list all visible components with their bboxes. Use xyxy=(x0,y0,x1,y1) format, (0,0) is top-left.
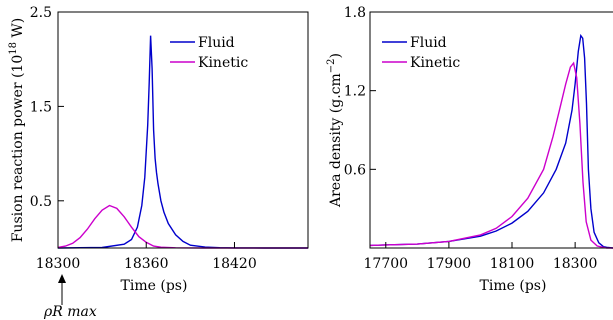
left-ticks: 18300 18360 18420 0.5 1.5 2.5 xyxy=(30,5,257,272)
right-x-tick-label: 18100 xyxy=(490,256,535,272)
right-x-tick-label: 17700 xyxy=(364,256,409,272)
left-plot-frame xyxy=(57,11,309,249)
left-series-fluid-line xyxy=(57,35,308,249)
right-y-axis-label: Area density (g.cm−2) xyxy=(326,53,344,208)
left-chart: 18300 18360 18420 0.5 1.5 2.5 Time (ps) Fusio… xyxy=(8,5,309,320)
right-x-axis-label: Time (ps) xyxy=(480,278,547,294)
legend-label-fluid: Fluid xyxy=(198,35,235,51)
left-x-tick-label: 18360 xyxy=(124,256,169,272)
right-y-tick-label: 1.2 xyxy=(344,84,366,100)
legend-label-fluid: Fluid xyxy=(410,35,447,51)
left-legend: Fluid Kinetic xyxy=(170,35,248,71)
right-plot-frame xyxy=(369,11,613,249)
right-x-tick-label: 17900 xyxy=(427,256,472,272)
left-x-axis-label: Time (ps) xyxy=(121,278,188,294)
left-x-tick-label: 18420 xyxy=(212,256,257,272)
left-y-tick-label: 0.5 xyxy=(30,194,52,210)
legend-label-kinetic: Kinetic xyxy=(198,55,248,71)
legend-label-kinetic: Kinetic xyxy=(410,55,460,71)
right-ticks: 17700 17900 18100 18300 0.6 1.2 1.8 xyxy=(344,5,598,272)
right-series-fluid-line xyxy=(369,33,613,249)
right-x-tick-label: 18300 xyxy=(553,256,598,272)
right-legend: Fluid Kinetic xyxy=(382,35,460,71)
left-x-tick-label: 18300 xyxy=(36,256,81,272)
right-y-tick-label: 1.8 xyxy=(344,5,366,21)
left-series-kinetic-line xyxy=(57,204,308,249)
left-plot-lines xyxy=(57,35,308,249)
left-y-axis-label: Fusion reaction power (1018 W) xyxy=(8,18,26,243)
rho-r-max-annotation: ρR max xyxy=(43,274,97,320)
left-y-tick-label: 2.5 xyxy=(30,5,52,21)
annotation-label: ρR max xyxy=(43,304,97,320)
right-plot-lines xyxy=(369,33,613,249)
left-y-tick-label: 1.5 xyxy=(30,99,52,115)
right-y-tick-label: 0.6 xyxy=(344,162,366,178)
annotation-arrow-head xyxy=(58,274,66,283)
right-series-kinetic-line xyxy=(369,61,613,249)
